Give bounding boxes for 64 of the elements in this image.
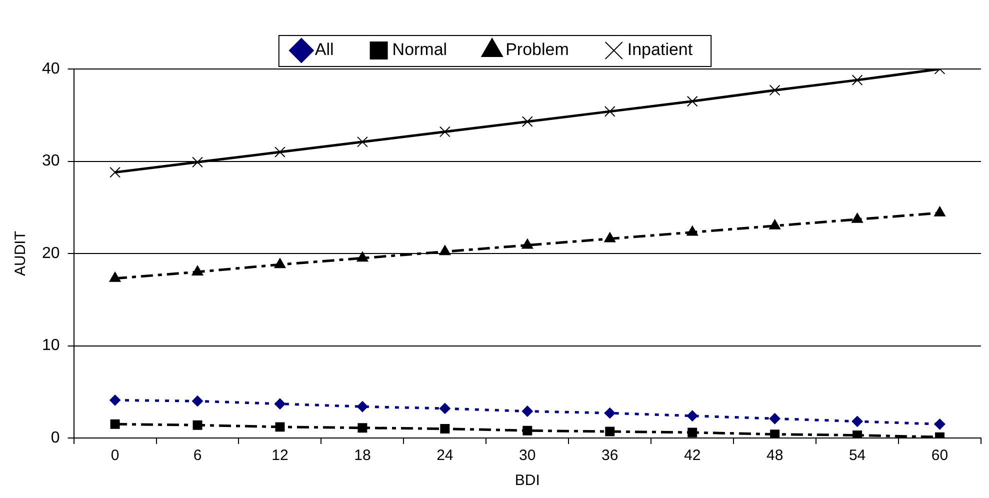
point [356,252,368,262]
point [439,402,450,414]
point [852,430,862,438]
point [688,428,698,438]
point [769,219,781,230]
y-tick-label: 30 [42,152,60,170]
point [852,74,863,86]
point [275,422,285,432]
point [439,245,451,256]
point [439,126,450,138]
point [357,136,368,148]
x-tick-label: 0 [110,447,120,464]
point [522,238,534,249]
legend-label: Inpatient [627,40,693,60]
x-tick-label: 6 [193,447,202,464]
y-tick-label: 10 [42,337,60,354]
point [358,423,368,433]
y-tick-label: 20 [42,244,60,262]
x-tick-label: 30 [519,447,536,464]
x-tick-label: 36 [602,447,618,464]
point [274,146,286,158]
point [192,420,202,430]
point [110,166,120,178]
x-axis-title: BDI [514,472,540,490]
point [852,212,863,223]
point [522,406,533,417]
x-tick-label: 54 [848,447,866,464]
point [934,206,946,216]
point [770,430,780,438]
y-tick-label: 0 [50,429,60,446]
point [604,408,616,419]
x-tick-label: 24 [436,447,454,464]
legend-label: Problem [506,40,569,60]
point [852,416,863,427]
legend-label: Normal [392,40,448,60]
point [604,106,616,117]
point [769,84,780,96]
point [192,156,203,168]
point [605,426,615,436]
point [110,394,121,406]
point [356,401,368,412]
point [109,272,121,282]
point [934,418,946,430]
x-tick-label: 12 [272,447,288,464]
point [522,426,532,436]
point [274,258,286,268]
y-axis-title: AUDIT [12,231,30,276]
point [686,410,698,422]
point [274,398,286,410]
point [110,419,120,429]
point [686,96,698,107]
point [522,116,533,128]
point [604,232,616,242]
point [769,413,780,424]
x-tick-label: 42 [684,447,701,464]
x-tick-label: 48 [766,447,784,464]
x-tick-label: 18 [354,447,371,464]
point [440,424,450,434]
point [686,226,698,236]
y-tick-label: 40 [42,60,60,78]
point [192,396,204,407]
x-tick-label: 60 [931,447,948,464]
legend-label: All [314,40,334,60]
point [192,265,204,276]
